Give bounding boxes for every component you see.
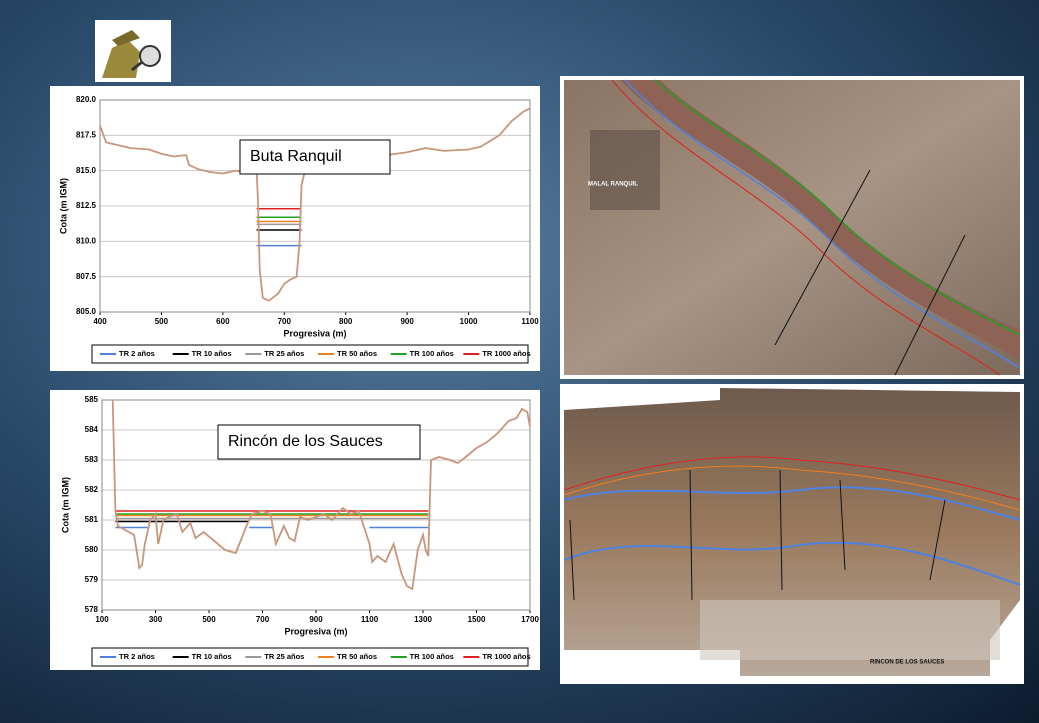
legend-label: TR 2 años — [119, 349, 155, 358]
terrain-profile — [99, 107, 531, 302]
terrain-profile — [111, 399, 531, 591]
plot-frame — [101, 399, 531, 611]
legend-label: TR 10 años — [192, 349, 232, 358]
y-tick-label: 580 — [85, 545, 99, 554]
y-tick-label: 578 — [85, 605, 99, 614]
y-tick-label: 815.0 — [76, 166, 97, 175]
annotation-box — [239, 139, 391, 175]
legend-label: TR 10 años — [192, 652, 232, 661]
x-tick-label: 500 — [202, 615, 216, 624]
x-tick-label: 1100 — [521, 317, 539, 326]
y-tick-label: 820.0 — [76, 95, 97, 104]
plot-frame — [99, 99, 531, 313]
y-tick-label: 583 — [85, 455, 99, 464]
legend-label: TR 50 años — [337, 652, 377, 661]
y-axis-label: Cota (m IGM) — [60, 477, 70, 533]
chart-panel — [50, 86, 540, 371]
x-tick-label: 700 — [278, 317, 292, 326]
legend-label: TR 100 años — [410, 349, 454, 358]
image-label: MALAL RANQUIL — [588, 182, 638, 188]
x-tick-label: 400 — [93, 317, 107, 326]
x-tick-label: 1100 — [361, 615, 379, 624]
x-tick-label: 1300 — [414, 615, 432, 624]
x-tick-label: 900 — [400, 317, 414, 326]
annotation-box — [217, 424, 421, 460]
x-tick-label: 600 — [216, 317, 230, 326]
legend-label: TR 1000 años — [482, 652, 530, 661]
x-axis-label: Progresiva (m) — [284, 626, 347, 636]
legend-label: TR 25 años — [264, 349, 304, 358]
y-tick-label: 812.5 — [76, 201, 97, 210]
x-tick-label: 1000 — [460, 317, 478, 326]
aerial-photo: RINCON DE LOS SAUCES — [560, 384, 1024, 684]
x-tick-label: 800 — [339, 317, 353, 326]
x-tick-label: 1700 — [521, 615, 539, 624]
x-tick-label: 300 — [149, 615, 163, 624]
y-tick-label: 585 — [85, 395, 99, 404]
x-tick-label: 500 — [155, 317, 169, 326]
legend-label: TR 100 años — [410, 652, 454, 661]
y-tick-label: 582 — [85, 485, 99, 494]
legend-label: TR 25 años — [264, 652, 304, 661]
y-tick-label: 579 — [85, 575, 99, 584]
legend-box — [91, 647, 529, 667]
y-axis-label: Cota (m IGM) — [58, 178, 68, 234]
x-tick-label: 1500 — [468, 615, 486, 624]
legend-label: TR 1000 años — [482, 349, 530, 358]
x-tick-label: 900 — [309, 615, 323, 624]
y-tick-label: 584 — [85, 425, 99, 434]
annotation: Rincón de los Sauces — [228, 433, 383, 450]
y-tick-label: 817.5 — [76, 130, 97, 139]
x-axis-label: Progresiva (m) — [283, 328, 346, 338]
y-tick-label: 810.0 — [76, 236, 97, 245]
annotation: Buta Ranquil — [250, 148, 342, 165]
aerial-photo: MALAL RANQUIL — [560, 76, 1024, 379]
legend-box — [91, 344, 529, 364]
legend-label: TR 50 años — [337, 349, 377, 358]
image-label: RINCON DE LOS SAUCES — [870, 660, 944, 666]
detective-icon — [95, 20, 171, 82]
x-tick-label: 100 — [95, 615, 109, 624]
y-tick-label: 805.0 — [76, 307, 97, 316]
legend-label: TR 2 años — [119, 652, 155, 661]
y-tick-label: 807.5 — [76, 272, 97, 281]
x-tick-label: 700 — [256, 615, 270, 624]
y-tick-label: 581 — [85, 515, 99, 524]
